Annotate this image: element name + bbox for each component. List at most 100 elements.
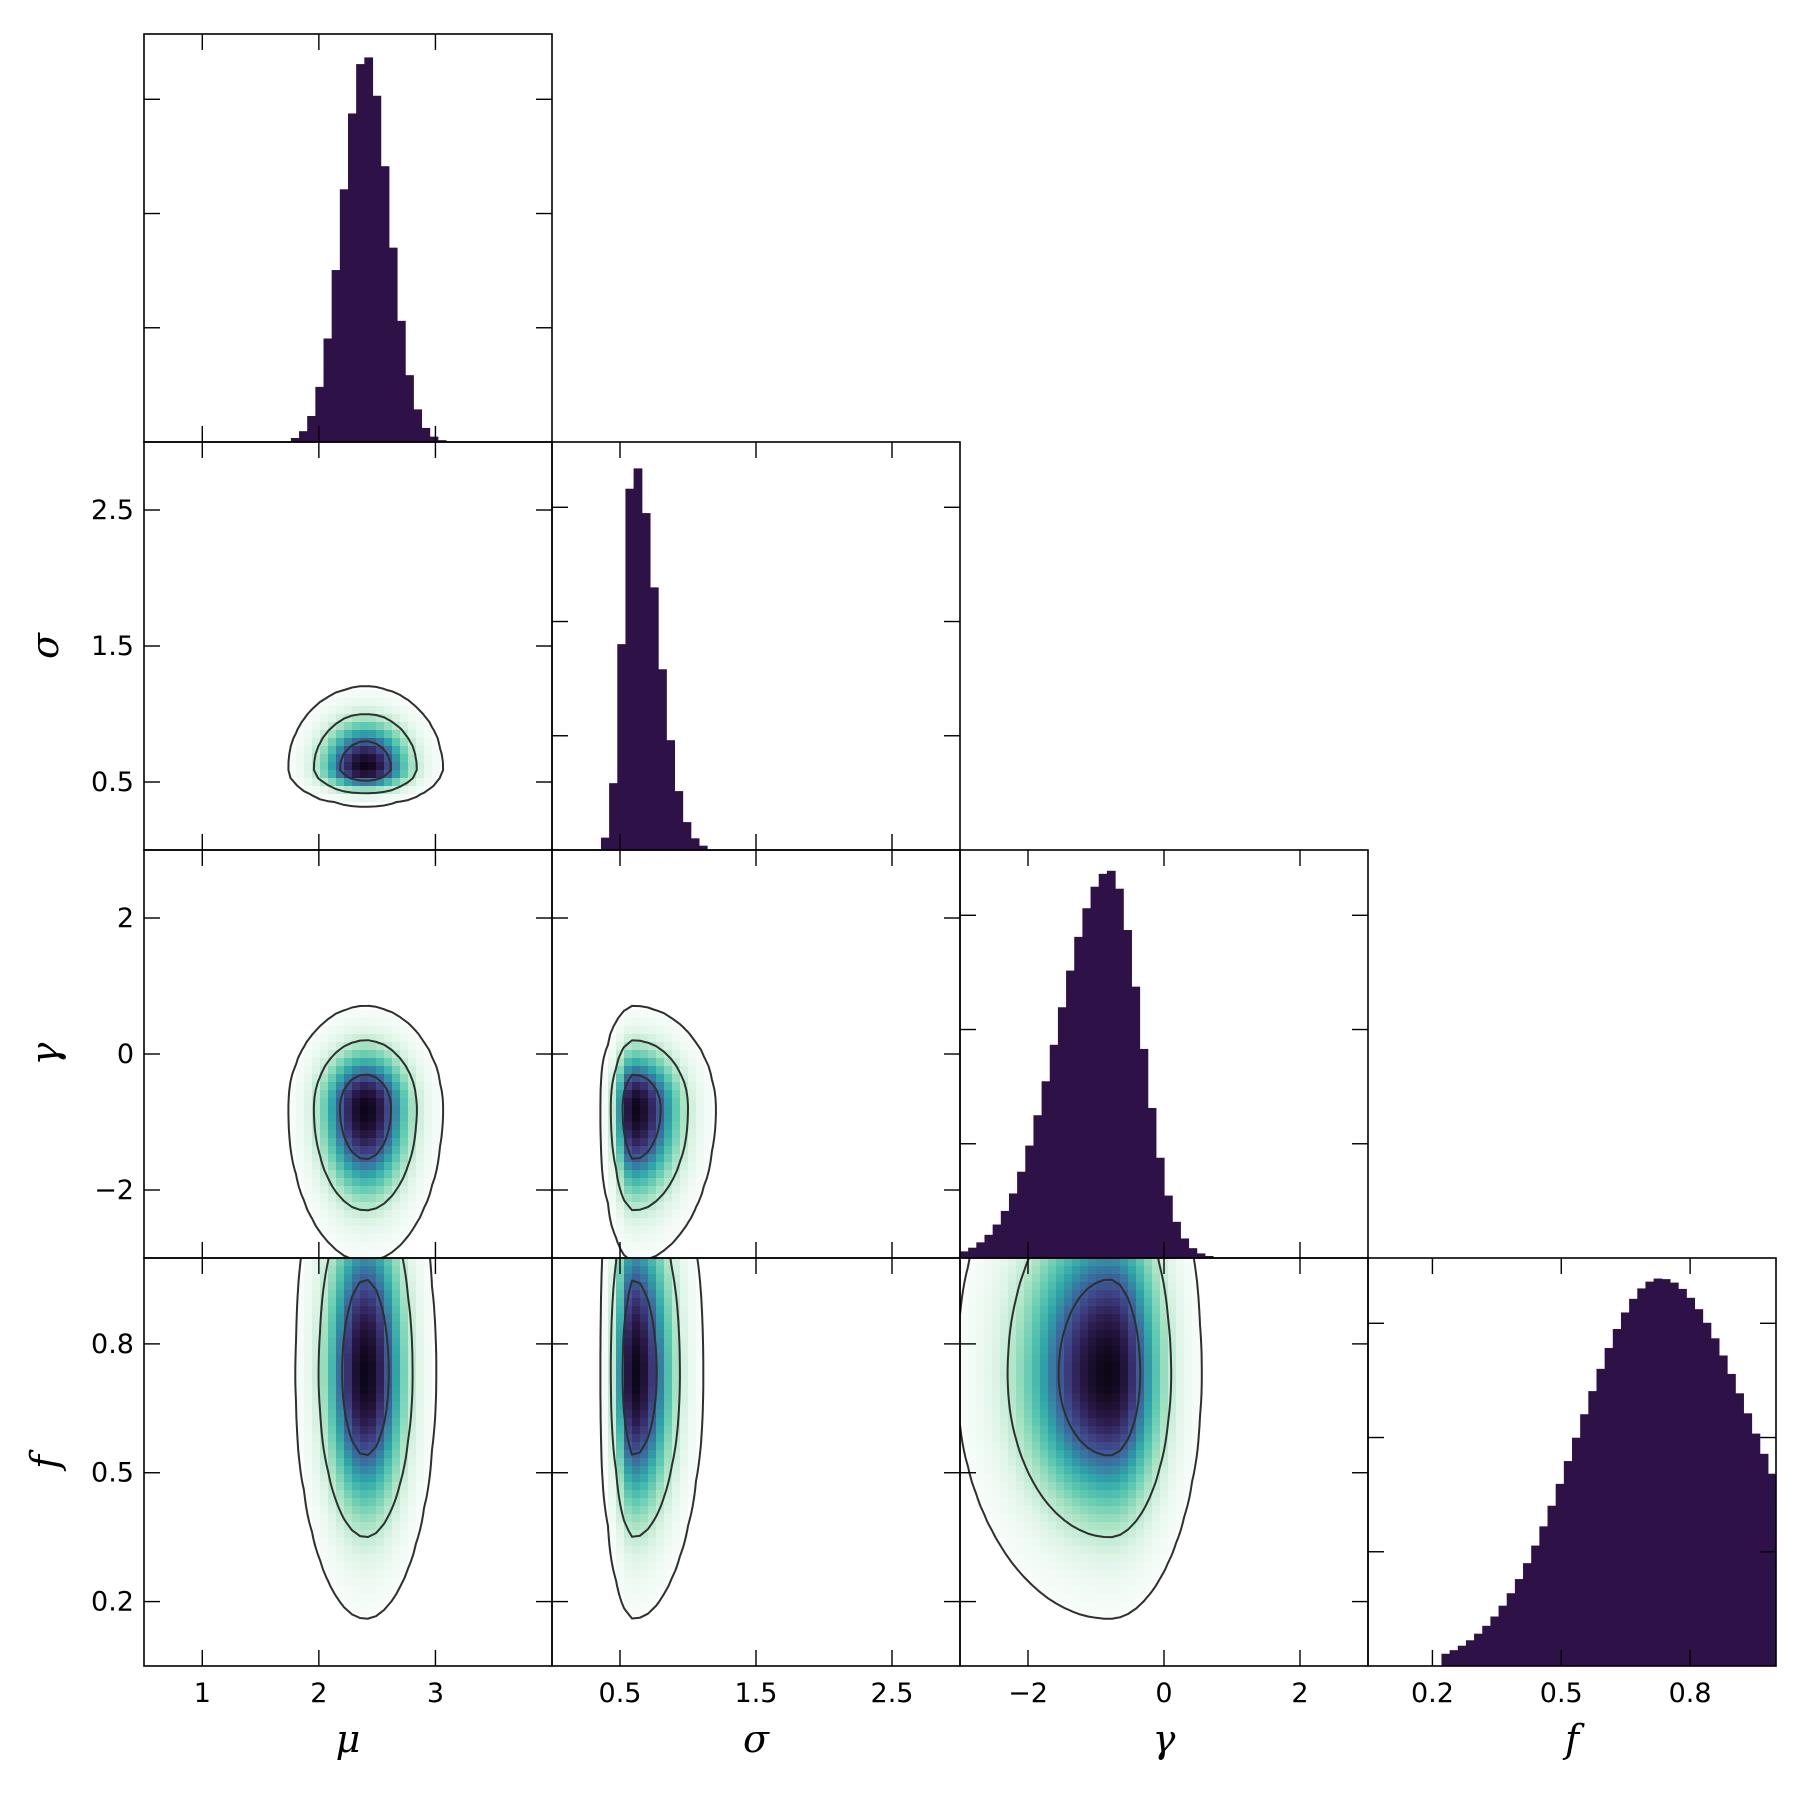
y-tick-label-sigma: 1.5 [91, 631, 134, 662]
hist-bar-f [1555, 1483, 1565, 1666]
hist-bar-mu [348, 113, 357, 442]
hist-bar-sigma [625, 488, 635, 850]
contour-3sigma [287, 685, 445, 808]
hist-bar-mu [307, 416, 316, 442]
histogram-mu [290, 57, 447, 442]
density-layer [287, 57, 1776, 1666]
hist-bar-f [1523, 1563, 1532, 1666]
hist-bar-sigma [609, 783, 618, 850]
contour-1sigma [1057, 1278, 1142, 1457]
hist-bar-f [1612, 1329, 1622, 1666]
x-tick-label-sigma: 0.5 [599, 1678, 642, 1709]
hist-bar-f [1596, 1368, 1606, 1666]
hist-bar-gamma [1164, 1195, 1173, 1258]
hist-bar-sigma [674, 791, 684, 850]
hist-bar-gamma [1106, 870, 1116, 1258]
density-sigma-f [600, 1258, 705, 1619]
hist-bar-mu [388, 247, 398, 442]
hist-bar-gamma [1139, 1048, 1149, 1258]
hist-bar-sigma [641, 513, 651, 850]
hist-bar-f [1572, 1437, 1581, 1666]
hist-bar-gamma [1123, 929, 1132, 1258]
y-axis-label-f: f [23, 1449, 67, 1472]
hist-bar-gamma [1196, 1253, 1206, 1258]
hist-bar-sigma [682, 822, 692, 850]
hist-bar-gamma [1017, 1171, 1026, 1258]
hist-bar-mu [421, 427, 431, 442]
hist-bar-gamma [1090, 886, 1100, 1258]
hist-bar-sigma [633, 468, 643, 850]
contour-2sigma [312, 1039, 418, 1212]
contour-2sigma [609, 1039, 689, 1212]
hist-bar-sigma [658, 669, 667, 850]
hist-bar-gamma [1172, 1221, 1181, 1258]
y-axis-label-sigma: σ [23, 632, 67, 659]
hist-bar-gamma [1155, 1157, 1165, 1258]
hist-bar-f [1718, 1355, 1728, 1666]
hist-bar-gamma [1204, 1255, 1214, 1258]
hist-bar-sigma [690, 838, 700, 850]
hist-bar-mu [331, 270, 341, 442]
x-tick-label-mu: 3 [427, 1678, 444, 1709]
contour-1sigma [621, 1279, 658, 1456]
hist-bar-sigma [649, 587, 659, 850]
hist-bar-gamma [1115, 888, 1124, 1258]
y-tick-label-gamma: −2 [94, 1175, 134, 1206]
hist-bar-f [1506, 1593, 1516, 1666]
hist-bar-gamma [1074, 936, 1083, 1258]
x-tick-label-f: 0.8 [1669, 1678, 1712, 1709]
hist-bar-mu [315, 386, 325, 442]
hist-bar-f [1490, 1616, 1500, 1666]
hist-bar-f [1694, 1309, 1704, 1666]
hist-bar-gamma [1033, 1115, 1043, 1258]
x-axis-label-sigma: σ [743, 1717, 770, 1761]
contour-1sigma [341, 1279, 390, 1457]
hist-bar-f [1702, 1322, 1712, 1666]
hist-bar-mu [364, 57, 374, 442]
contour-1sigma [339, 740, 392, 782]
hist-bar-f [1588, 1391, 1598, 1666]
hist-bar-sigma [617, 644, 627, 850]
hist-bar-f [1735, 1393, 1744, 1666]
panel-frame [1367, 1257, 1777, 1667]
hist-bar-f [1629, 1298, 1638, 1666]
hist-bar-f [1457, 1645, 1467, 1666]
contour-3sigma [599, 1258, 705, 1620]
y-tick-label-gamma: 0 [117, 1039, 134, 1070]
x-tick-label-gamma: 0 [1155, 1678, 1172, 1709]
x-tick-label-gamma: 2 [1291, 1678, 1308, 1709]
x-axis-label-gamma: γ [1153, 1717, 1176, 1761]
hist-bar-sigma [666, 740, 675, 850]
y-tick-label-f: 0.2 [91, 1587, 134, 1618]
hist-bar-gamma [976, 1242, 986, 1258]
contour-2sigma [609, 1258, 681, 1538]
hist-bar-f [1441, 1653, 1451, 1666]
hist-bar-f [1645, 1281, 1655, 1666]
hist-bar-f [1661, 1279, 1671, 1666]
hist-bar-mu [429, 436, 439, 442]
contour-1sigma [621, 1073, 662, 1160]
hist-bar-gamma [960, 1251, 969, 1258]
contours-mu-gamma [287, 1004, 445, 1258]
hist-bar-gamma [1066, 970, 1075, 1258]
contours-sigma-gamma [599, 1004, 717, 1258]
hist-bar-mu [372, 95, 382, 442]
hist-bar-mu [437, 440, 447, 442]
hist-bar-gamma [984, 1234, 994, 1258]
hist-bar-mu [396, 320, 406, 442]
hist-bar-f [1498, 1605, 1508, 1666]
hist-bar-f [1482, 1625, 1491, 1666]
hist-bar-f [1604, 1347, 1614, 1666]
contour-3sigma [960, 1258, 1203, 1620]
hist-bar-f [1727, 1373, 1736, 1666]
y-tick-label-f: 0.5 [91, 1458, 134, 1489]
contours-sigma-f [599, 1258, 705, 1620]
histogram-sigma [600, 468, 708, 850]
density-gamma-f [960, 1258, 1201, 1619]
x-tick-label-gamma: −2 [1008, 1678, 1048, 1709]
hist-bar-gamma [1147, 1107, 1157, 1258]
contours-mu-f [294, 1258, 438, 1620]
hist-bar-f [1539, 1526, 1549, 1666]
x-axis-label-mu: μ [336, 1717, 361, 1761]
contour-2sigma [317, 1258, 414, 1538]
